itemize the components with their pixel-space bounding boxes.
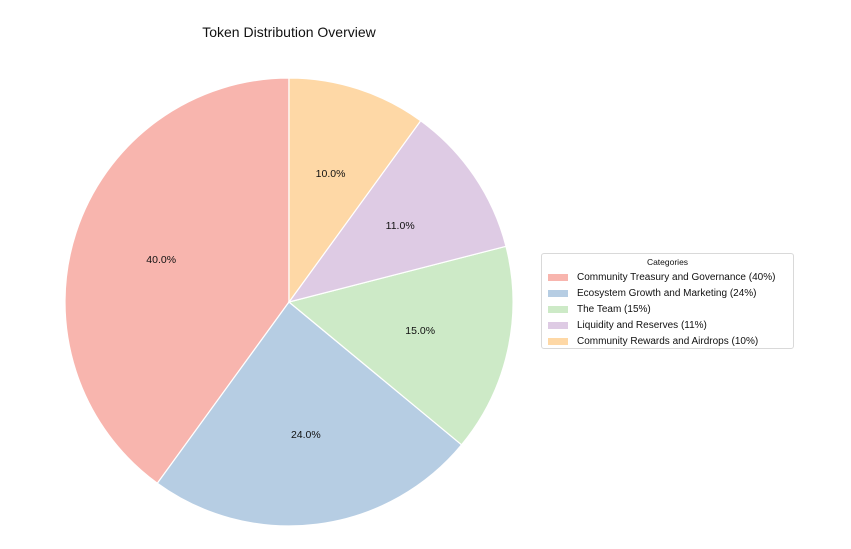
pie-slice-5 <box>288 77 422 304</box>
slice-percent-label: 15.0% <box>405 325 435 337</box>
legend-title: Categories <box>646 257 689 267</box>
pie-slice-1 <box>64 77 290 485</box>
slice-percent-label: 11.0% <box>386 220 415 232</box>
slice-percent-label: 24.0% <box>291 429 321 441</box>
legend-label: Community Rewards and Airdrops (10%) <box>577 335 759 347</box>
legend-swatch <box>548 321 568 329</box>
legend-label: Community Treasury and Governance (40%) <box>577 271 776 283</box>
legend: Categories Community Treasury and Govern… <box>541 253 794 349</box>
legend-label: The Team (15%) <box>577 303 651 315</box>
legend-label: Liquidity and Reserves (11%) <box>577 319 707 331</box>
legend-label: Ecosystem Growth and Marketing (24%) <box>577 287 757 299</box>
slice-percent-label: 10.0% <box>316 168 346 180</box>
legend-swatch <box>548 273 568 281</box>
slice-percent-label: 40.0% <box>146 254 176 266</box>
legend-swatch <box>548 337 568 345</box>
legend-item: Community Rewards and Airdrops (10%) <box>548 333 787 349</box>
legend-item: Ecosystem Growth and Marketing (24%) <box>548 285 787 301</box>
pie-slice-2 <box>156 301 463 527</box>
legend-rows: Community Treasury and Governance (40%) E… <box>548 269 787 349</box>
chart-title: Token Distribution Overview <box>202 24 376 40</box>
pie-slice-4 <box>287 119 507 303</box>
pie-slice-3 <box>287 245 514 446</box>
legend-swatch <box>548 305 568 313</box>
legend-item: Liquidity and Reserves (11%) <box>548 317 787 333</box>
legend-swatch <box>548 289 568 297</box>
legend-item: The Team (15%) <box>548 301 787 317</box>
legend-item: Community Treasury and Governance (40%) <box>548 269 787 285</box>
